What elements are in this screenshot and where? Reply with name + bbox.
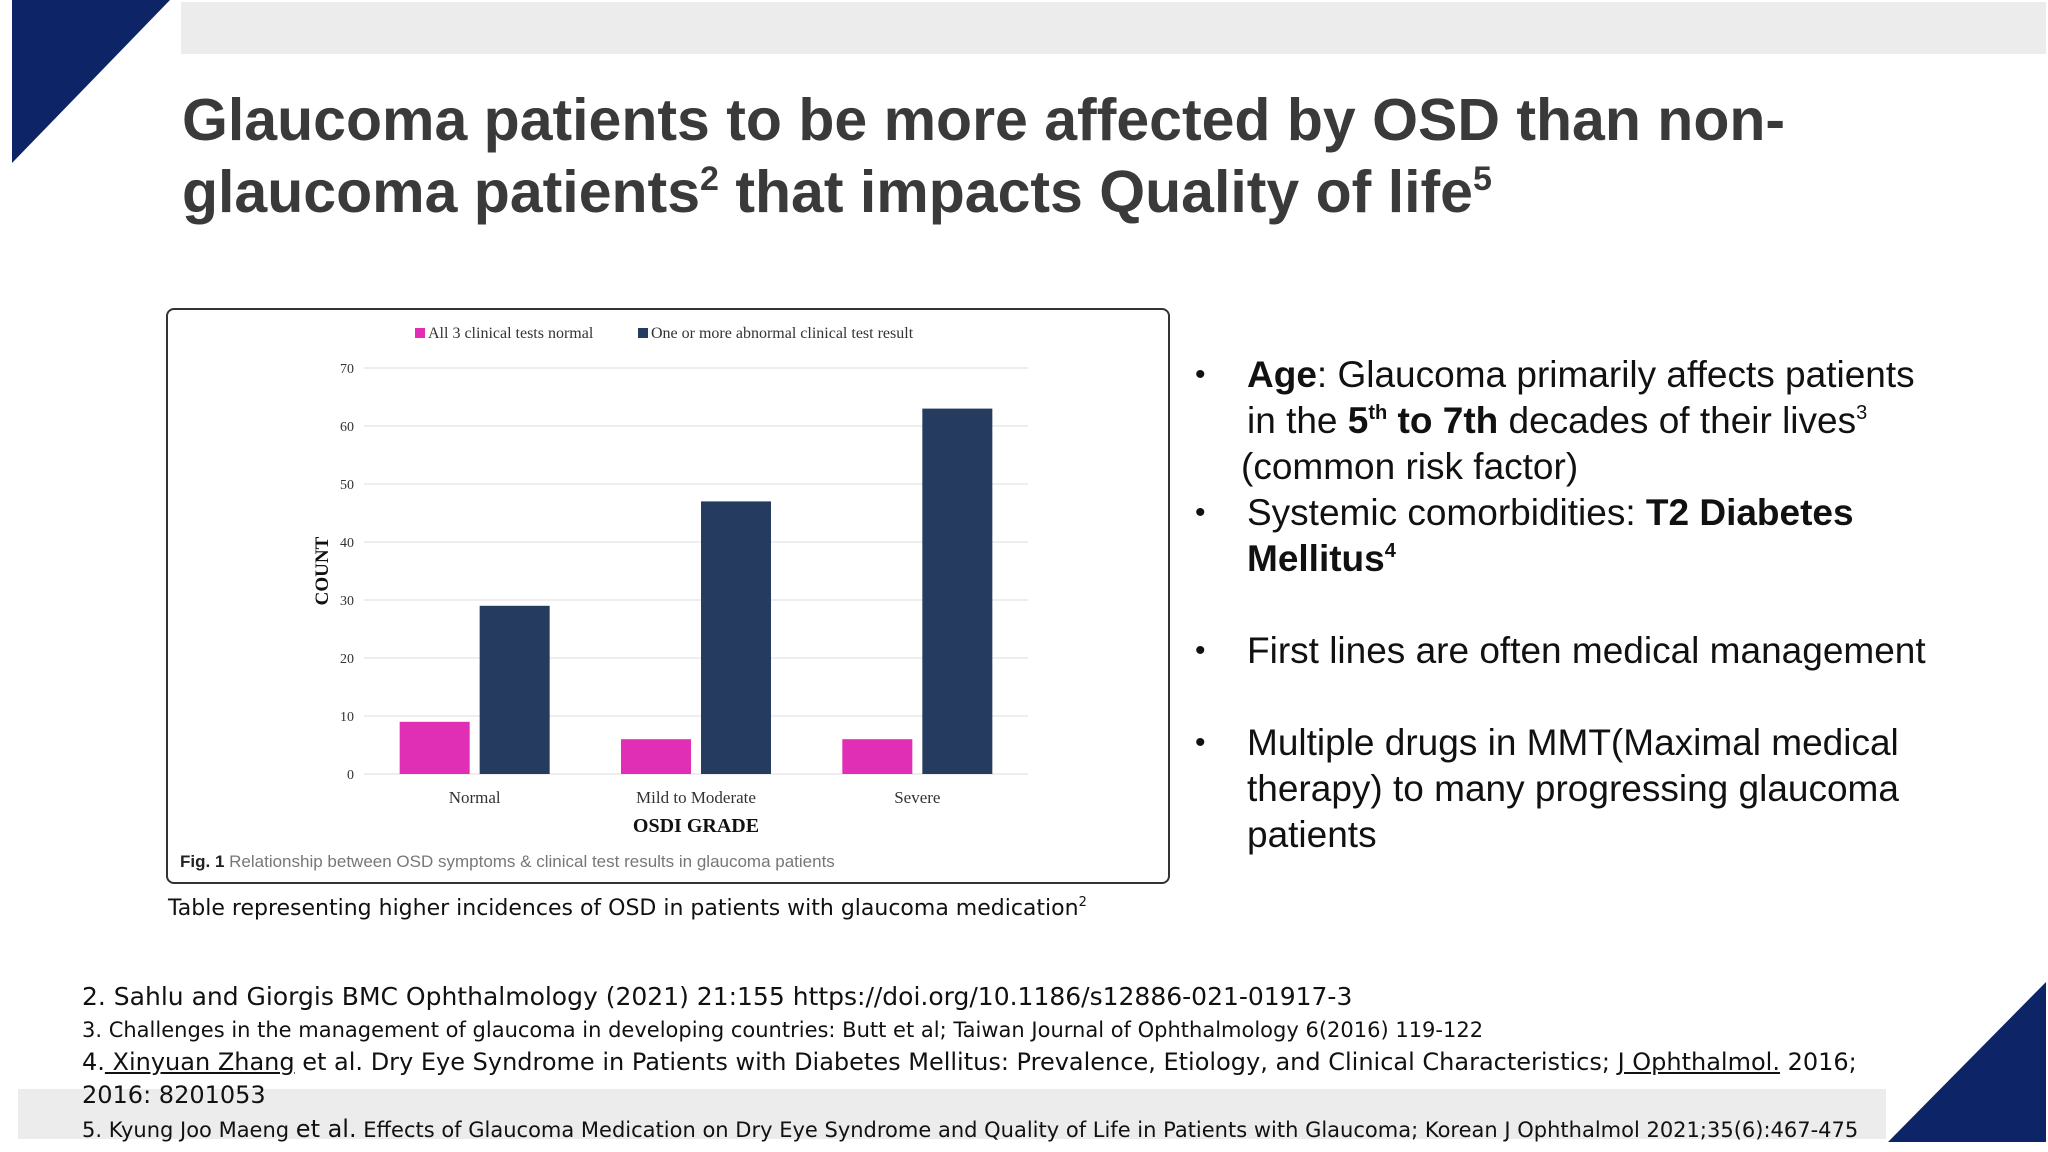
- bullet-list: Age: Glaucoma primarily affects patients…: [1195, 352, 2015, 858]
- bullet-multiple-drugs: Multiple drugs in MMT(Maximal medical th…: [1195, 720, 2015, 858]
- bottom-band: [18, 1089, 1886, 1139]
- y-axis-label: COUNT: [312, 536, 333, 605]
- x-tick-label: Mild to Moderate: [636, 788, 756, 807]
- figure-label: Fig. 1: [180, 852, 225, 871]
- y-tick-label: 30: [340, 594, 354, 609]
- legend-entry: One or more abnormal clinical test resul…: [651, 325, 914, 342]
- y-tick-label: 10: [340, 710, 354, 725]
- y-tick-label: 70: [340, 362, 354, 377]
- bar-abnormal-tests: [922, 408, 993, 774]
- legend-swatch: [638, 328, 648, 338]
- y-tick-label: 0: [347, 768, 354, 783]
- reference-4-journal-link[interactable]: J Ophthalmol.: [1617, 1048, 1780, 1076]
- x-axis-label: OSDI GRADE: [633, 815, 759, 837]
- reference-5: 5. Kyung Joo Maeng et al. Effects of Gla…: [82, 1115, 1859, 1143]
- reference-2: 2. Sahlu and Giorgis BMC Ophthalmology (…: [82, 982, 1353, 1011]
- x-tick-label: Severe: [894, 788, 940, 807]
- references: 2. Sahlu and Giorgis BMC Ophthalmology (…: [82, 980, 1982, 1146]
- bar-abnormal-tests: [701, 501, 771, 774]
- corner-triangle-top-left: [12, 0, 170, 163]
- legend-entry: All 3 clinical tests normal: [428, 325, 594, 342]
- bar-chart: 0 10 20 30 40 50 60 70 Normal Mild to Moderate Sev…: [312, 325, 1028, 837]
- legend-swatch: [415, 328, 425, 338]
- bullet-age: Age: Glaucoma primarily affects patients…: [1195, 352, 2015, 490]
- chart-caption: Table representing higher incidences of …: [168, 895, 1087, 921]
- y-tick-label: 50: [340, 478, 354, 493]
- reference-4-author-link[interactable]: Xinyuan Zhang: [104, 1048, 295, 1076]
- y-tick-label: 20: [340, 652, 354, 667]
- corner-triangle-bottom-right: [1888, 982, 2046, 1142]
- chart-figure: 0 10 20 30 40 50 60 70 Normal Mild to Moderate Sev…: [166, 308, 1170, 884]
- title-line-1: Glaucoma patients to be more affected by…: [182, 87, 1786, 153]
- x-tick-label: Normal: [449, 788, 501, 807]
- title-ref-5: 5: [1472, 160, 1492, 198]
- bar-normal-tests: [621, 739, 691, 774]
- y-tick-label: 40: [340, 536, 354, 551]
- reference-3: 3. Challenges in the management of glauc…: [82, 1018, 1484, 1042]
- figure-caption: Fig. 1 Relationship between OSD symptoms…: [180, 852, 835, 871]
- bar-normal-tests: [399, 721, 470, 774]
- bar-normal-tests: [842, 739, 913, 774]
- reference-4: 4. Xinyuan Zhang et al. Dry Eye Syndrome…: [82, 1048, 1857, 1109]
- title-ref-2: 2: [700, 160, 719, 198]
- bullet-first-lines: First lines are often medical management: [1195, 628, 2015, 674]
- title-line-2: glaucoma patients2 that impacts Quality …: [182, 159, 1492, 225]
- y-tick-label: 60: [340, 420, 354, 435]
- slide-title: Glaucoma patients to be more affected by…: [182, 84, 1882, 228]
- bullet-comorbidities: Systemic comorbidities: T2 Diabetes Mell…: [1195, 490, 2015, 582]
- bar-abnormal-tests: [479, 605, 550, 774]
- top-band: [181, 2, 2046, 54]
